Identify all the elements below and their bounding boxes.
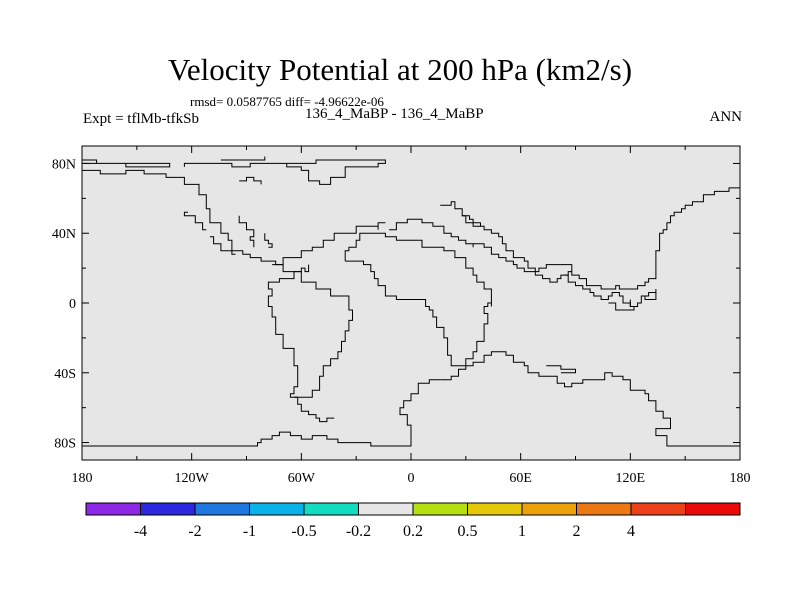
coastline: [264, 233, 273, 248]
colorbar-swatch: [576, 502, 632, 516]
coastline: [82, 169, 386, 266]
colorbar-swatch: [85, 502, 141, 516]
colorbar-swatch: [412, 502, 468, 516]
colorbar-label: 0.5: [458, 523, 478, 540]
colorbar-swatch: [194, 502, 250, 516]
colorbar-label: -2: [188, 523, 201, 540]
lon-tick-label: 60W: [288, 471, 316, 486]
coastline: [220, 156, 266, 161]
colorbar: -4 -2 -1 -0.5 -0.2 0.2 0.5 1 2 4: [85, 502, 741, 540]
coastline: [267, 271, 353, 398]
plot-title: Velocity Potential at 200 hPa (km2/s): [167, 52, 633, 87]
coastline: [546, 365, 576, 374]
lon-tick-label: 180: [72, 471, 93, 486]
coastline: [183, 159, 386, 185]
colorbar-swatch: [685, 502, 741, 516]
colorbar-swatch: [303, 502, 359, 516]
coastline: [82, 379, 441, 447]
coastline: [641, 292, 657, 300]
coastline: [183, 211, 207, 231]
colorbar-label: -0.2: [346, 523, 371, 540]
colorbar-label: -0.5: [291, 523, 316, 540]
colorbar-swatch: [249, 502, 305, 516]
colorbar-swatch: [358, 502, 414, 516]
coastline: [462, 215, 481, 227]
lon-tick-label: 120E: [616, 471, 646, 486]
coastline: [564, 274, 657, 307]
lat-tick-label: 0: [69, 297, 76, 312]
colorbar-swatch: [521, 502, 577, 516]
colorbar-label: 4: [627, 523, 635, 540]
stats-label: rmsd= 0.0587765 diff= -4.96622e-06: [190, 94, 384, 109]
map-panel: 80N 40N 0 40S 80S 180 120W 60W 0 60E 120E 180: [52, 145, 751, 486]
coastline: [209, 236, 236, 255]
lat-tick-label: 40N: [52, 227, 76, 242]
comparison-label: 136_4_MaBP - 136_4_MaBP: [305, 106, 484, 122]
colorbar-label: -4: [134, 523, 147, 540]
colorbar-swatch: [467, 502, 523, 516]
coastline: [239, 176, 262, 185]
colorbar-label: 0.2: [403, 523, 423, 540]
coastline: [440, 351, 740, 447]
lon-tick-label: 60E: [509, 471, 532, 486]
lat-tick-label: 40S: [54, 367, 76, 382]
coastline: [344, 232, 492, 367]
coastline: [473, 243, 573, 273]
coastline: [440, 187, 740, 290]
coastline: [389, 218, 474, 248]
colorbar-label: 1: [518, 523, 526, 540]
coastline: [294, 396, 335, 423]
colorbar-label: -1: [243, 523, 256, 540]
lon-tick-label: 180: [730, 471, 751, 486]
colorbar-swatch: [630, 502, 686, 516]
lon-tick-label: 120W: [175, 471, 210, 486]
coastline: [82, 159, 171, 168]
colorbar-swatch: [140, 502, 196, 516]
colorbar-label: 2: [573, 523, 581, 540]
season-label: ANN: [709, 109, 743, 125]
lat-tick-label: 80N: [52, 157, 76, 172]
experiment-label: Expt = tflMb-tfkSb: [83, 111, 199, 127]
coastline: [238, 215, 255, 248]
coastline: [608, 299, 635, 311]
lon-tick-label: 0: [408, 471, 415, 486]
lat-tick-label: 80S: [54, 437, 76, 452]
